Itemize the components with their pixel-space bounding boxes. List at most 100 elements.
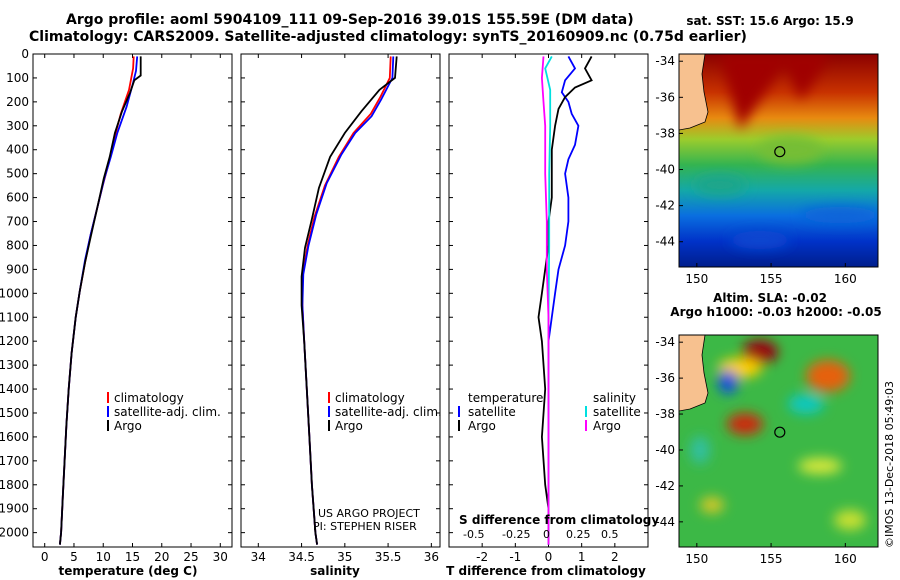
series-s-argo: [540, 56, 550, 545]
x-tick-label: 35: [337, 550, 352, 564]
difference-lines: [537, 55, 593, 545]
series-climatology: [59, 56, 135, 545]
legend-satellite: satellite-adj. clim.: [335, 405, 442, 419]
x-tick-label: 34: [251, 550, 266, 564]
temperature-legend: climatology satellite-adj. clim. Argo: [107, 391, 221, 433]
lon-tick-label: 155: [760, 272, 783, 286]
difference-x-ticks: -2 -1 0 1 2: [476, 54, 619, 564]
x-tick-label: 5: [70, 550, 78, 564]
sla-map: Altim. SLA: -0.02 Argo h1000: -0.03 h200…: [655, 291, 881, 566]
x-tick-label: 20: [154, 550, 169, 564]
lon-tick-label: 150: [685, 272, 708, 286]
s-tick: 0.25: [566, 528, 591, 541]
lat-tick-label: -34: [655, 54, 675, 68]
sst-map-frame: [678, 53, 879, 268]
legend-s-satellite: satellite: [593, 405, 641, 419]
legend-t-argo: Argo: [468, 419, 496, 433]
difference-y-ticks: [449, 53, 648, 534]
x-tick-label: 0: [41, 550, 49, 564]
depth-tick-label: 1800: [0, 478, 29, 492]
x-tick-label: -2: [476, 550, 488, 564]
x-tick-label: 36: [424, 550, 439, 564]
lat-tick-label: -40: [655, 163, 675, 177]
depth-tick-label: 600: [6, 191, 29, 205]
s-tick: -0.5: [463, 528, 484, 541]
plot-title-line1: Argo profile: aoml 5904109_111 09-Sep-20…: [66, 12, 634, 28]
x-tick-label: 25: [183, 550, 198, 564]
lat-tick-label: -36: [655, 90, 675, 104]
sla-map-frame: [678, 334, 879, 548]
s-tick: -0.25: [502, 528, 530, 541]
depth-tick-label: 1700: [0, 454, 29, 468]
legend-argo: Argo: [335, 419, 363, 433]
x-tick-label: 15: [125, 550, 140, 564]
sla-map-axes: 150 155 160 -34 -36 -38 -40 -42 -44: [655, 335, 856, 566]
depth-tick-label: 1200: [0, 334, 29, 348]
difference-legend: temperature satellite Argo salinity sate…: [458, 391, 641, 433]
depth-tick-label: 700: [6, 215, 29, 229]
depth-tick-label: 100: [6, 71, 29, 85]
lat-tick-label: -38: [655, 126, 675, 140]
depth-axis-ticks: 0 100 200 300 400 500 600 700 800 900 1000 1100 1200…: [0, 47, 232, 540]
depth-tick-label: 800: [6, 238, 29, 252]
argo-position-marker: [774, 146, 786, 158]
lon-tick-label: 155: [760, 552, 783, 566]
salinity-lines: [300, 56, 398, 545]
lat-tick-label: -34: [655, 335, 675, 349]
depth-tick-label: 1100: [0, 310, 29, 324]
x-tick-label: 34.5: [288, 550, 315, 564]
x-tick-label: 1: [578, 550, 586, 564]
series-t-argo: [537, 55, 593, 545]
sla-map-title: Altim. SLA: -0.02: [713, 291, 827, 305]
legend-t-satellite: satellite: [468, 405, 516, 419]
salinity-legend: climatology satellite-adj. clim. Argo: [328, 391, 442, 433]
depth-tick-label: 300: [6, 119, 29, 133]
argo-position-marker: [774, 426, 786, 438]
difference-top-ticks: -0.5 -0.25 0 0.25 0.5: [463, 528, 619, 541]
lat-tick-label: -40: [655, 443, 675, 457]
x-tick-label: 2: [611, 550, 619, 564]
s-tick: 0: [543, 528, 550, 541]
x-tick-label: 10: [96, 550, 111, 564]
depth-tick-label: 1900: [0, 502, 29, 516]
difference-panel: -2 -1 0 1 2 -0.5 -0.25 0 0.25 0.5 S differen…: [446, 53, 659, 578]
lat-tick-label: -44: [655, 235, 675, 249]
australia-coast: [679, 54, 709, 131]
salinity-xlabel: salinity: [310, 564, 360, 578]
lon-tick-label: 160: [834, 552, 857, 566]
depth-tick-label: 1400: [0, 382, 29, 396]
lat-tick-label: -44: [655, 515, 675, 529]
depth-tick-label: 1600: [0, 430, 29, 444]
x-tick-label: 0: [545, 550, 553, 564]
x-tick-label: 30: [213, 550, 228, 564]
salinity-y-ticks: [241, 53, 440, 534]
s-difference-label: S difference from climatology: [459, 513, 659, 527]
temperature-x-ticks: 0 5 10 15 20 25 30: [41, 54, 228, 564]
depth-tick-label: 1500: [0, 406, 29, 420]
s-tick: 0.5: [601, 528, 619, 541]
depth-tick-label: 0: [21, 47, 29, 61]
depth-tick-label: 2000: [0, 526, 29, 540]
series-argo: [300, 56, 398, 545]
project-label: US ARGO PROJECT: [318, 507, 420, 520]
t-difference-xlabel: T difference from climatology: [446, 564, 646, 578]
x-tick-label: -1: [509, 550, 521, 564]
legend-temperature-heading: temperature: [468, 391, 543, 405]
series-satellite-adj-clim-: [59, 56, 139, 545]
temperature-lines: [59, 56, 142, 545]
temperature-plot-frame: [32, 53, 233, 548]
sla-map-subtitle: Argo h1000: -0.03 h2000: -0.05: [670, 305, 881, 319]
salinity-plot-frame: [240, 53, 441, 548]
legend-satellite: satellite-adj. clim.: [114, 405, 221, 419]
depth-tick-label: 900: [6, 262, 29, 276]
legend-argo: Argo: [114, 419, 142, 433]
legend-salinity-heading: salinity: [593, 391, 636, 405]
depth-tick-label: 200: [6, 95, 29, 109]
legend-climatology: climatology: [114, 391, 184, 405]
legend-s-argo: Argo: [593, 419, 621, 433]
lat-tick-label: -42: [655, 479, 675, 493]
pi-label: PI: STEPHEN RISER: [313, 520, 417, 533]
sst-map: sat. SST: 15.6 Argo: 15.9 150 155 160 -34 -3…: [655, 14, 879, 286]
series-t-satellite: [547, 55, 580, 545]
